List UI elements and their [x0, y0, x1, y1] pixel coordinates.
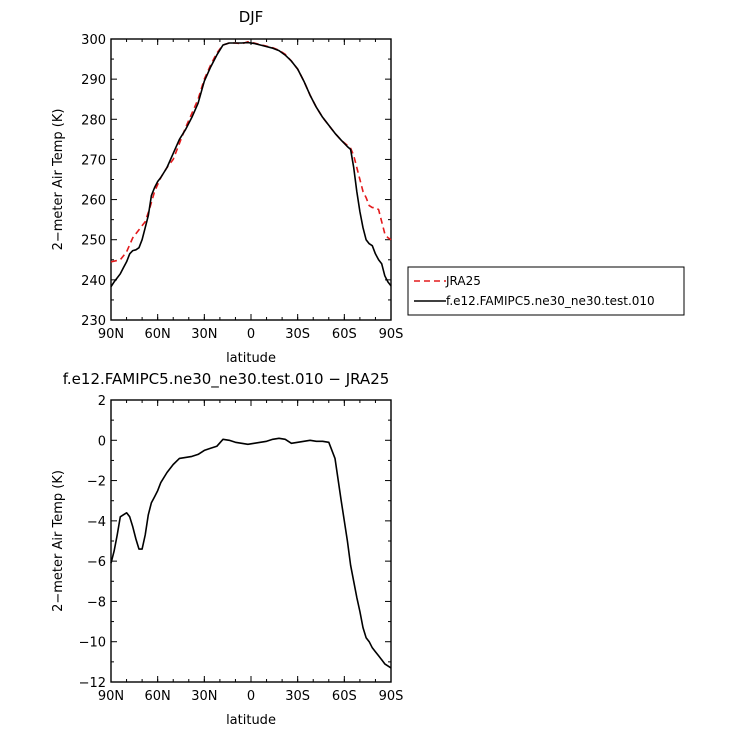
plot-frame	[110, 38, 392, 321]
plot-frame	[110, 399, 392, 683]
chart-0: DJF 90N 60N 30N 0 30S 60S 90S 230 240 250 260 270 280…	[51, 8, 685, 366]
y-tick-label: −12	[79, 676, 106, 691]
x-tick-label: 90S	[379, 689, 404, 704]
legend-label: JRA25	[445, 274, 481, 288]
y-tick-label: 2	[98, 394, 106, 409]
y-tick-label: 280	[81, 113, 106, 128]
x-tick-label: 0	[247, 327, 255, 342]
y-tick-label: −4	[87, 515, 106, 530]
y-axis-label: 2−meter Air Temp (K)	[51, 470, 66, 612]
legend: JRA25 f.e12.FAMIPC5.ne30_ne30.test.010	[407, 266, 685, 316]
x-axis-label: latitude	[226, 713, 276, 728]
series-line-f-e12-famipc5-ne30-ne30-test-010	[110, 41, 392, 288]
x-tick-label: 0	[247, 689, 255, 704]
y-tick-label: 260	[81, 194, 106, 209]
y-tick-label: 300	[81, 33, 106, 48]
legend-box	[407, 266, 685, 316]
y-tick-label: −10	[79, 636, 106, 651]
x-tick-label: 90S	[379, 327, 404, 342]
series-line-1-0	[110, 437, 392, 669]
chart-title: f.e12.FAMIPC5.ne30_ne30.test.010 − JRA25	[63, 370, 390, 389]
x-tick-label: 30S	[285, 327, 310, 342]
x-tick-label: 30S	[285, 689, 310, 704]
chart-title: DJF	[239, 8, 264, 26]
y-tick-label: −8	[87, 595, 106, 610]
chart-1: f.e12.FAMIPC5.ne30_ne30.test.010 − JRA25…	[51, 370, 403, 728]
x-tick-label: 90N	[98, 689, 124, 704]
y-axis-label: 2−meter Air Temp (K)	[51, 109, 66, 251]
x-axis-label: latitude	[226, 351, 276, 366]
x-tick-label: 30N	[191, 689, 217, 704]
x-tick-label: 60N	[145, 689, 171, 704]
y-tick-label: 0	[98, 434, 106, 449]
x-tick-label: 90N	[98, 327, 124, 342]
y-tick-label: 270	[81, 153, 106, 168]
x-tick-label: 60S	[332, 689, 357, 704]
y-tick-label: 250	[81, 234, 106, 249]
y-tick-label: −6	[87, 555, 106, 570]
x-tick-label: 60S	[332, 327, 357, 342]
legend-label: f.e12.FAMIPC5.ne30_ne30.test.010	[446, 294, 655, 308]
y-tick-label: −2	[87, 475, 106, 490]
series-line-jra25	[110, 40, 392, 263]
y-tick-label: 290	[81, 73, 106, 88]
y-tick-label: 230	[81, 314, 106, 329]
y-tick-label: 240	[81, 274, 106, 289]
x-tick-label: 30N	[191, 327, 217, 342]
x-tick-label: 60N	[145, 327, 171, 342]
